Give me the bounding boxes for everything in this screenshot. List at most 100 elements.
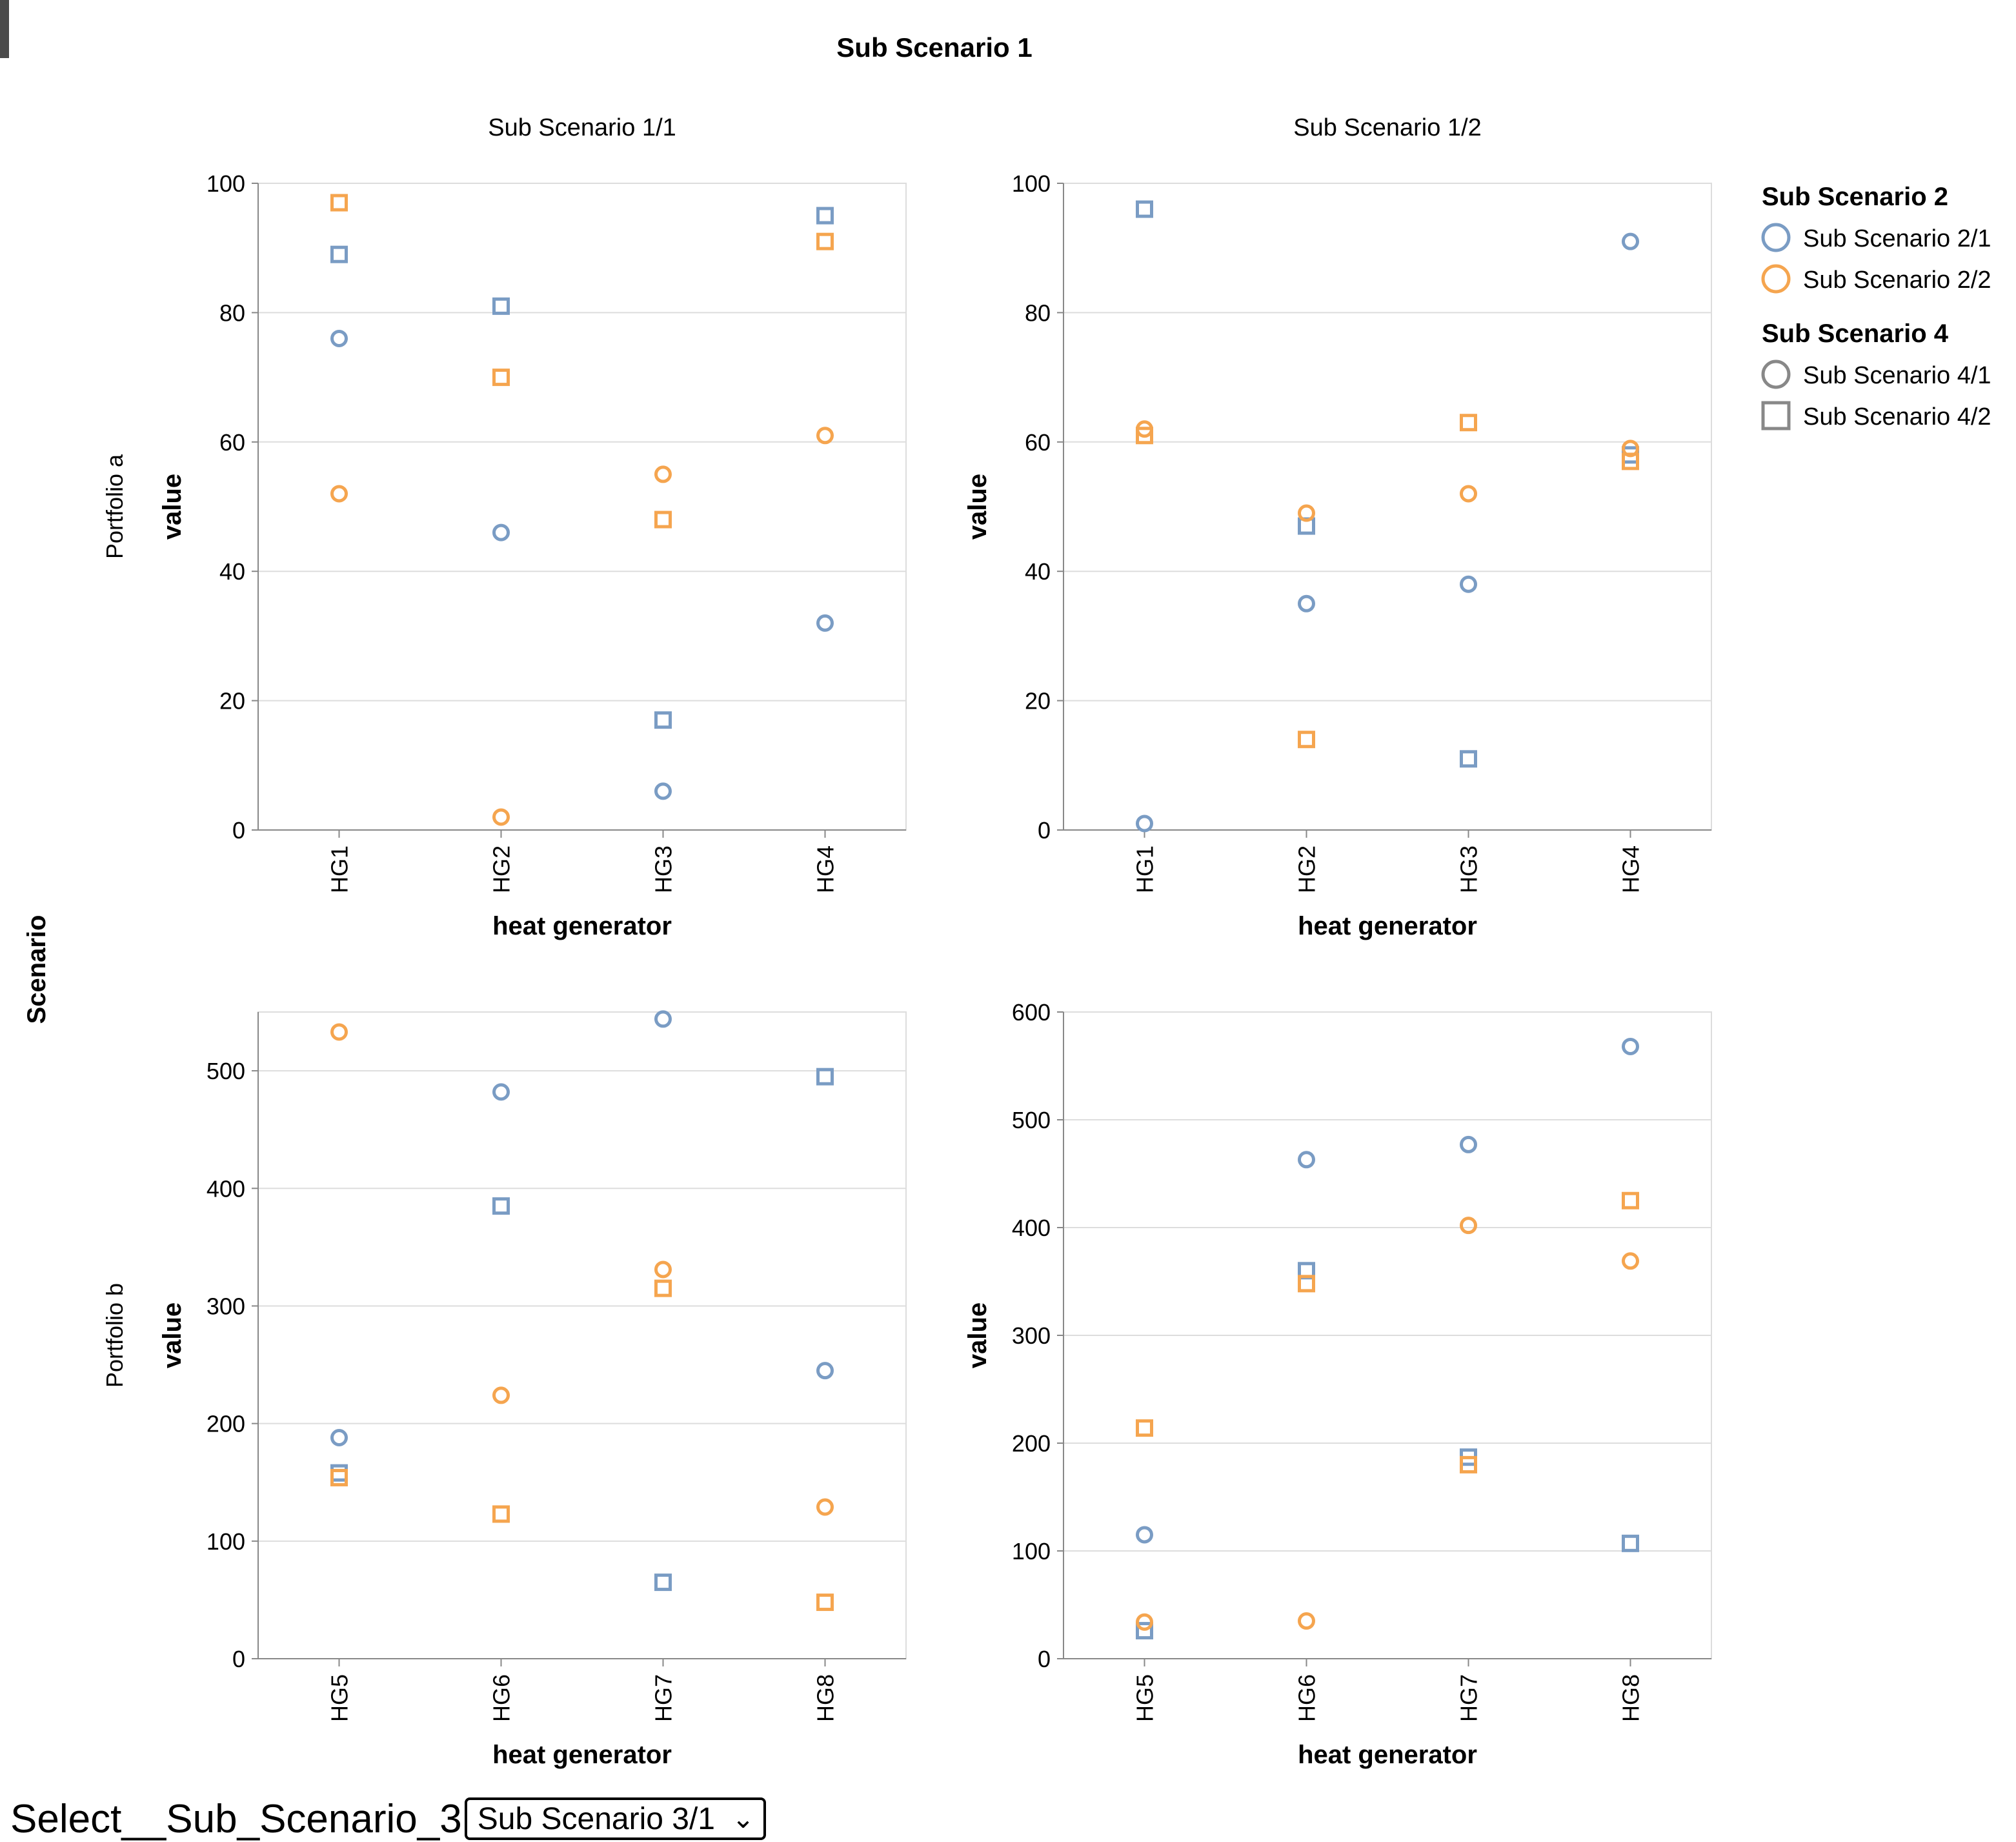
x-tick-label: HG8 [812,1674,839,1722]
x-tick-label: HG5 [1132,1674,1158,1722]
data-point-square [654,511,672,529]
y-tick-label: 20 [219,688,245,714]
y-tick-label: 80 [219,299,245,326]
data-point-square [654,711,672,729]
data-point-circle [816,614,834,632]
data-point-square [816,1594,834,1612]
data-point-circle [1298,1612,1315,1630]
row-header: Portfolio a [101,454,128,559]
data-point-square [330,245,348,263]
data-point-square [816,232,834,250]
data-point-circle [1460,575,1477,593]
data-point-circle [1460,1135,1477,1153]
legend-label: Sub Scenario 4/2 [1803,403,1991,430]
x-axis-title: heat generator [1298,1741,1477,1769]
data-point-square [492,1197,510,1215]
y-tick-label: 80 [1025,299,1051,326]
y-tick-label: 0 [1038,817,1051,844]
column-header: Sub Scenario 1/2 [1293,114,1482,141]
chart-title: Sub Scenario 1 [836,32,1032,63]
y-tick-label: 0 [1038,1646,1051,1672]
data-point-square [1136,1419,1153,1437]
y-tick-label: 0 [232,817,245,844]
sub-scenario-3-control: Select__Sub_Scenario_3 Sub Scenario 3/1 … [10,1796,767,1842]
data-point-square [330,1464,348,1482]
x-tick-label: HG7 [1456,1674,1482,1722]
x-tick-label: HG2 [489,845,515,893]
column-header: Sub Scenario 1/1 [488,114,676,141]
y-tick-label: 100 [1012,1538,1051,1564]
sub-scenario-3-select[interactable]: Sub Scenario 3/1 ⌄ [464,1797,767,1840]
y-tick-label: 100 [1012,170,1051,197]
x-tick-label: HG3 [650,845,677,893]
y-tick-label: 20 [1025,688,1051,714]
x-tick-label: HG1 [327,845,353,893]
y-tick-label: 500 [207,1058,245,1084]
x-tick-label: HG3 [1456,845,1482,893]
plot-frame [257,1011,907,1659]
legend-label: Sub Scenario 2/2 [1803,267,1991,294]
data-point-square [1622,1534,1639,1552]
data-point-square [330,1468,348,1486]
sub-scenario-3-selected-value: Sub Scenario 3/1 [477,1801,715,1836]
legend-symbol-circle [1761,223,1791,252]
y-tick-label: 500 [1012,1107,1051,1133]
data-point-circle [492,1386,510,1404]
data-point-square [1460,1455,1477,1473]
y-tick-label: 400 [1012,1215,1051,1241]
data-point-circle [654,1010,672,1028]
legend-symbol-square [1761,401,1791,430]
plot-frame [1063,183,1712,831]
x-axis-title: heat generator [1298,912,1477,940]
data-point-circle [330,485,348,503]
data-point-circle [1622,1252,1639,1270]
x-tick-label: HG2 [1294,845,1320,893]
data-point-square [330,194,348,212]
data-point-square [1460,750,1477,768]
data-point-square [654,1279,672,1297]
chevron-down-icon: ⌄ [732,1803,755,1834]
x-tick-label: HG4 [1618,845,1644,893]
data-point-square [1460,414,1477,432]
y-tick-label: 40 [219,558,245,585]
data-point-circle [330,329,348,347]
y-tick-label: 40 [1025,558,1051,585]
data-point-square [816,1068,834,1086]
data-point-circle [330,1428,348,1446]
data-point-circle [1298,1151,1315,1169]
x-axis-title: heat generator [492,912,672,940]
y-tick-label: 300 [207,1293,245,1319]
data-point-square [492,1505,510,1523]
x-axis-title: heat generator [492,1741,672,1769]
data-point-circle [1298,504,1315,522]
row-header: Portfolio b [101,1283,128,1388]
y-tick-label: 200 [207,1411,245,1437]
window-edge-tab [0,0,9,58]
row-title: Scenario [23,915,51,1024]
data-point-circle [816,427,834,445]
data-point-circle [1298,594,1315,612]
x-tick-label: HG6 [1294,1674,1320,1722]
data-point-circle [492,808,510,826]
data-point-square [1298,731,1315,749]
x-tick-label: HG1 [1132,845,1158,893]
data-point-square [1298,1275,1315,1293]
data-point-square [492,297,510,315]
y-tick-label: 300 [1012,1322,1051,1349]
y-tick-label: 100 [207,1528,245,1555]
legend-label: Sub Scenario 4/1 [1803,362,1991,389]
x-tick-label: HG7 [650,1674,677,1722]
data-point-circle [654,782,672,800]
x-tick-label: HG6 [489,1674,515,1722]
legend-title: Sub Scenario 2 [1762,183,1948,211]
faceted-scatter-chart: Sub Scenario 1 Scenario Sub Scenario 1/1 Su… [23,32,1991,1769]
data-point-circle [1136,1613,1153,1631]
data-point-circle [1622,1037,1639,1055]
data-point-square [654,1574,672,1592]
data-point-circle [816,1362,834,1380]
data-point-circle [1460,1217,1477,1235]
y-axis-title: value [158,474,186,540]
y-tick-label: 100 [207,170,245,197]
y-tick-label: 60 [1025,429,1051,456]
y-tick-label: 400 [207,1175,245,1202]
